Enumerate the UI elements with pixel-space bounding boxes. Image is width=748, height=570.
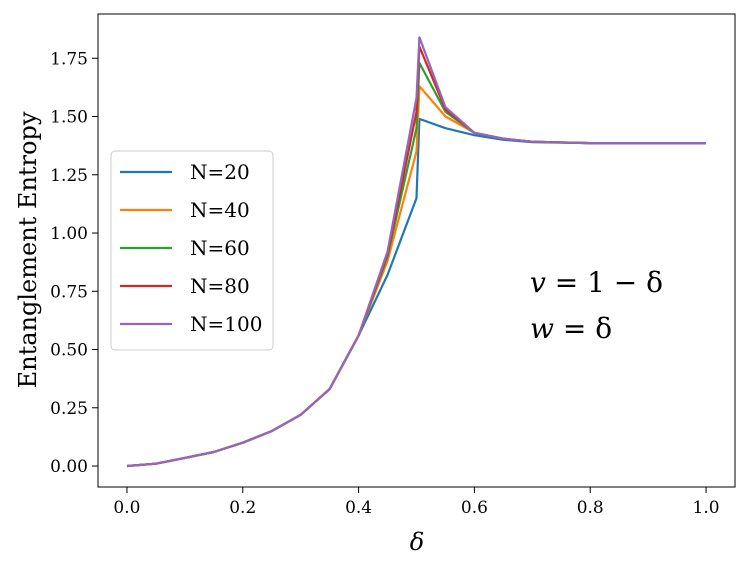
- annotation-v-var: v: [530, 266, 546, 299]
- plot-frame: [97, 13, 736, 488]
- legend-label: N=20: [190, 160, 250, 184]
- y-tick-label: 0.50: [50, 341, 88, 361]
- x-tick-label: 1.0: [693, 498, 720, 518]
- y-tick-label: 0.75: [50, 282, 88, 302]
- y-tick-label: 1.00: [50, 224, 88, 244]
- legend-label: N=80: [190, 274, 250, 298]
- ticks-layer: 0.0 0.2 0.4 0.6 0.8 1.0 0.00 0.25 0.50 0.75 1.00 1.…: [50, 49, 719, 518]
- series-line-n100: [126, 36, 706, 468]
- annotation-w: w = δ: [530, 312, 612, 345]
- x-tick-label: 0.4: [345, 498, 372, 518]
- legend-label: N=100: [190, 312, 262, 336]
- y-tick-label: 1.50: [50, 108, 88, 128]
- legend-box: [110, 150, 274, 351]
- legend-label: N=40: [190, 198, 250, 222]
- y-tick-label: 1.75: [50, 49, 88, 69]
- x-tick-label: 0.8: [577, 498, 604, 518]
- annotation-v: v = 1 − δ: [530, 266, 663, 299]
- x-tick-label: 0.0: [113, 498, 140, 518]
- legend: N=20 N=40 N=60 N=80 N=100: [110, 150, 274, 351]
- y-axis-label: Entanglement Entropy: [14, 111, 42, 388]
- y-tick-label: 0.25: [50, 399, 88, 419]
- annotation-v-expr: = 1 − δ: [546, 266, 663, 299]
- annotation-w-var: w: [530, 312, 554, 345]
- y-tick-label: 0.00: [50, 457, 88, 477]
- annotations: v = 1 − δ w = δ: [530, 266, 663, 345]
- y-tick-label: 1.25: [50, 166, 88, 186]
- x-tick-label: 0.6: [461, 498, 488, 518]
- series-layer: [126, 36, 706, 468]
- legend-label: N=60: [190, 236, 250, 260]
- legend-entries: N=20 N=40 N=60 N=80 N=100: [120, 160, 262, 336]
- annotation-w-expr: = δ: [554, 312, 612, 345]
- x-tick-label: 0.2: [229, 498, 256, 518]
- x-axis-label: δ: [410, 528, 424, 556]
